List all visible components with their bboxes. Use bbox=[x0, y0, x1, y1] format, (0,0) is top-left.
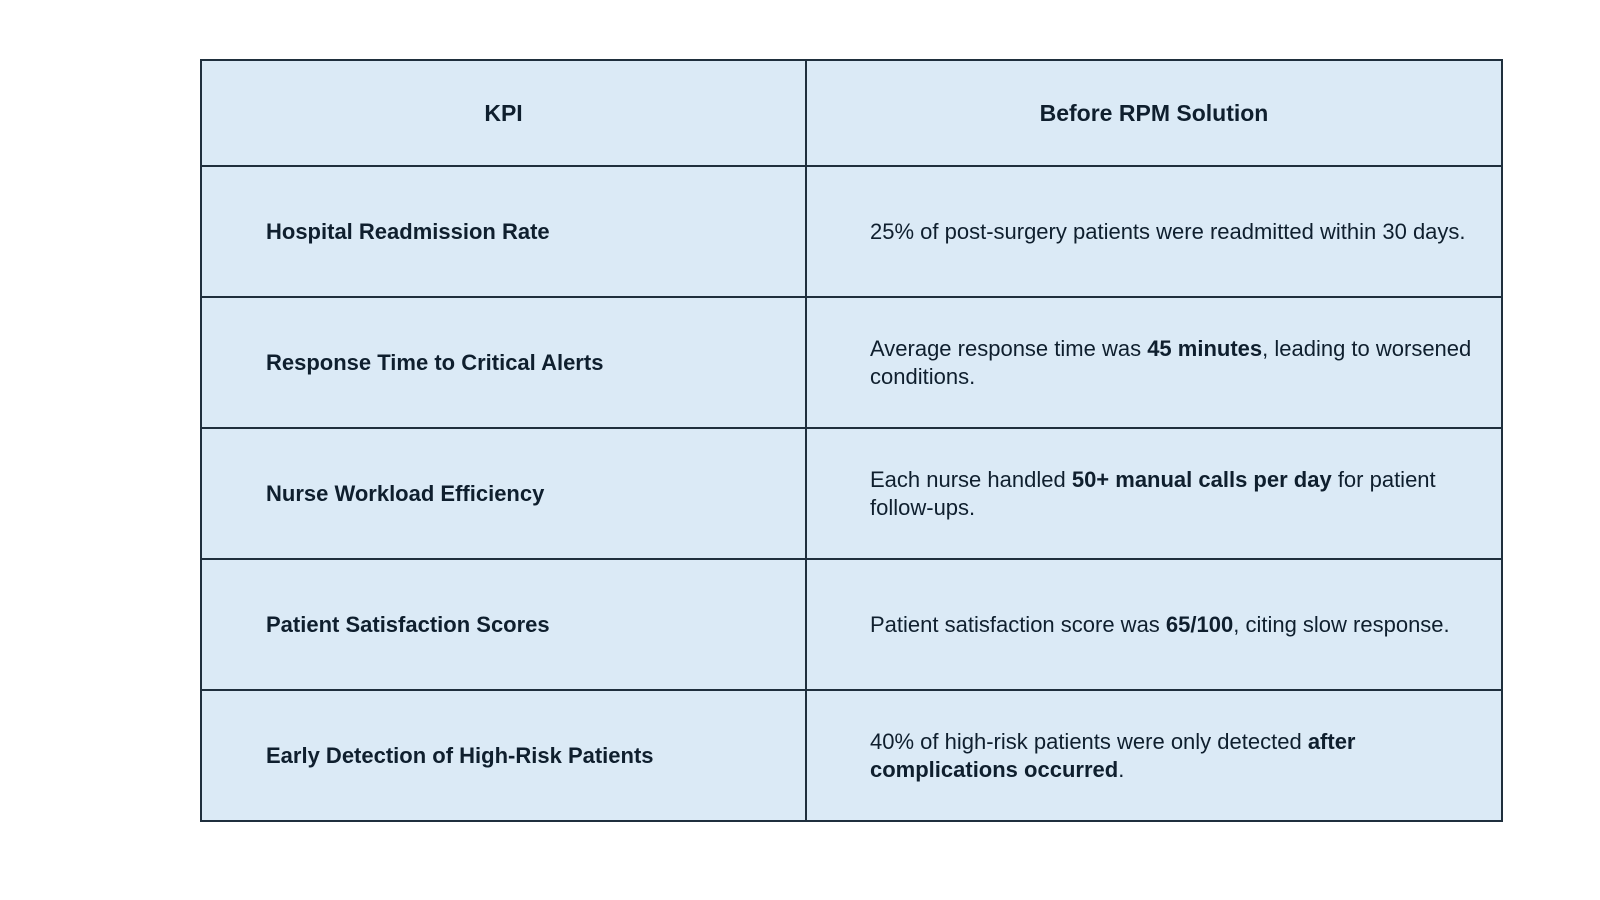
before-rpm-cell: Average response time was 45 minutes, le… bbox=[805, 296, 1503, 429]
table-row: Response Time to Critical Alerts Average … bbox=[200, 296, 1503, 429]
kpi-name-cell: Response Time to Critical Alerts bbox=[200, 296, 807, 429]
description-text: 40% of high-risk patients were only dete… bbox=[870, 728, 1308, 754]
kpi-name-cell: Nurse Workload Efficiency bbox=[200, 427, 807, 560]
highlighted-text: after complications occurred bbox=[870, 728, 1356, 782]
description-text: Patient satisfaction score was bbox=[870, 611, 1166, 637]
description-text: for patient follow-ups. bbox=[870, 466, 1436, 520]
table-header-row: KPI Before RPM Solution bbox=[200, 59, 1503, 167]
description-text: 25% of post-surgery patients were readmi… bbox=[870, 218, 1466, 244]
before-rpm-cell: 25% of post-surgery patients were readmi… bbox=[805, 165, 1503, 298]
description-text: Each nurse handled bbox=[870, 466, 1072, 492]
table-row: Early Detection of High-Risk Patients 40%… bbox=[200, 689, 1503, 822]
before-rpm-cell: Patient satisfaction score was 65/100, c… bbox=[805, 558, 1503, 691]
highlighted-text: 65/100 bbox=[1165, 611, 1234, 637]
header-kpi: KPI bbox=[200, 59, 807, 167]
header-before-rpm: Before RPM Solution bbox=[805, 59, 1503, 167]
description-text: , citing slow response. bbox=[1233, 611, 1450, 637]
before-rpm-cell: Each nurse handled 50+ manual calls per … bbox=[805, 427, 1503, 560]
kpi-name-cell: Early Detection of High-Risk Patients bbox=[200, 689, 807, 822]
kpi-table: KPI Before RPM Solution Hospital Readmis… bbox=[200, 59, 1503, 822]
highlighted-text: 50+ manual calls per day bbox=[1071, 466, 1332, 492]
table-row: Patient Satisfaction Scores Patient satis… bbox=[200, 558, 1503, 691]
highlighted-text: 45 minutes bbox=[1147, 335, 1263, 361]
kpi-name-cell: Hospital Readmission Rate bbox=[200, 165, 807, 298]
description-text: . bbox=[1118, 756, 1125, 782]
table-row: Nurse Workload Efficiency Each nurse hand… bbox=[200, 427, 1503, 560]
table-row: Hospital Readmission Rate 25% of post-sur… bbox=[200, 165, 1503, 298]
description-text: , leading to worsened conditions. bbox=[870, 335, 1472, 389]
table-body: Hospital Readmission Rate 25% of post-sur… bbox=[200, 165, 1503, 822]
kpi-name-cell: Patient Satisfaction Scores bbox=[200, 558, 807, 691]
description-text: Average response time was bbox=[870, 335, 1148, 361]
before-rpm-cell: 40% of high-risk patients were only dete… bbox=[805, 689, 1503, 822]
